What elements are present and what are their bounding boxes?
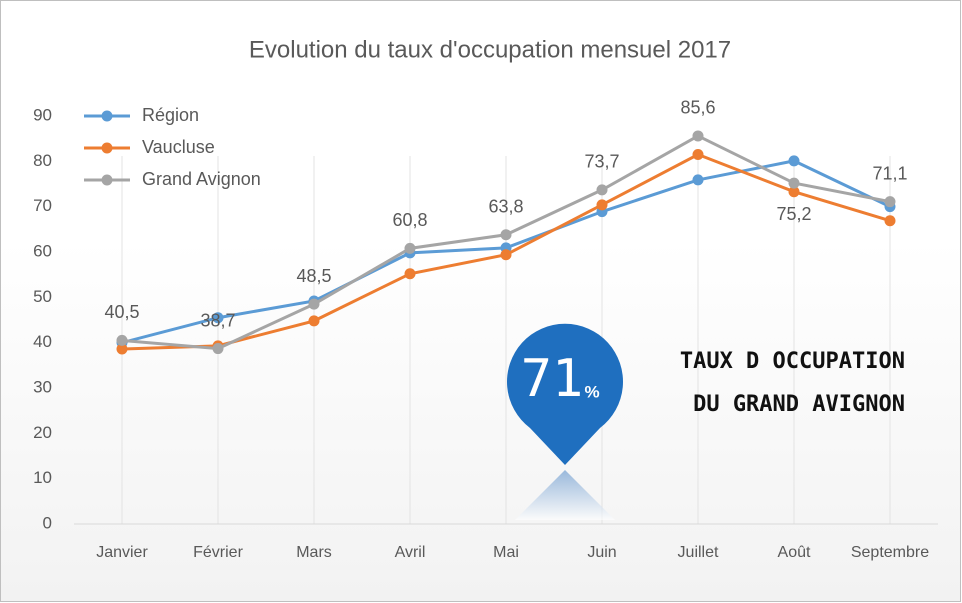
legend-label: Vaucluse [142, 137, 215, 157]
annotation-text: TAUX D OCCUPATION [680, 349, 905, 374]
legend-marker [101, 110, 113, 122]
y-tick-label: 40 [33, 332, 52, 351]
x-tick-label: Juillet [678, 544, 719, 561]
data-point [212, 343, 224, 355]
x-tick-label: Septembre [851, 544, 929, 561]
data-point [116, 343, 128, 355]
x-tick-label: Juin [587, 544, 616, 561]
x-tick-label: Août [778, 544, 811, 561]
annotation-bubble: 71 % [506, 323, 623, 520]
data-label: 60,8 [392, 210, 427, 230]
data-label: 85,6 [680, 98, 715, 118]
data-point [404, 268, 416, 280]
data-label: 63,8 [488, 197, 523, 217]
data-point [308, 315, 320, 327]
y-tick-label: 20 [33, 423, 52, 442]
x-tick-label: Janvier [96, 544, 148, 561]
data-label: 73,7 [584, 152, 619, 172]
y-tick-label: 30 [33, 377, 52, 396]
data-point [788, 186, 800, 198]
y-tick-label: 50 [33, 287, 52, 306]
y-tick-label: 70 [33, 196, 52, 215]
x-tick-label: Mai [493, 544, 519, 561]
data-point [596, 184, 608, 196]
data-label: 40,5 [104, 302, 139, 322]
chart-title: Evolution du taux d'occupation mensuel 2… [249, 36, 731, 63]
data-point [788, 155, 800, 167]
data-point [692, 149, 704, 161]
legend-label: Région [142, 105, 199, 125]
y-tick-label: 60 [33, 241, 52, 260]
data-label: 38,7 [200, 310, 235, 330]
x-tick-label: Février [193, 544, 243, 561]
y-tick-label: 80 [33, 151, 52, 170]
legend-marker [101, 142, 113, 154]
annotation-value: 71 [521, 349, 584, 409]
data-point [692, 130, 704, 142]
data-label: 48,5 [296, 266, 331, 286]
bubble-shape [506, 323, 623, 465]
data-point [500, 249, 512, 261]
data-point [596, 199, 608, 211]
data-point [692, 174, 704, 186]
y-tick-label: 10 [33, 468, 52, 487]
data-point [404, 242, 416, 254]
data-point [884, 215, 896, 227]
data-point [884, 196, 896, 208]
y-tick-label: 90 [33, 105, 52, 124]
annotation-text: DU GRAND AVIGNON [693, 392, 905, 417]
data-label: 75,2 [776, 204, 811, 224]
data-label: 71,1 [872, 163, 907, 183]
data-point [308, 298, 320, 310]
data-point [212, 312, 224, 324]
data-point [500, 229, 512, 241]
x-tick-label: Avril [395, 544, 426, 561]
data-point [788, 177, 800, 189]
annotation-unit: % [584, 382, 599, 401]
legend-label: Grand Avignon [142, 169, 261, 189]
y-tick-label: 0 [43, 513, 52, 532]
legend-marker [101, 174, 113, 186]
x-tick-label: Mars [296, 544, 332, 561]
bubble-shadow [515, 470, 615, 520]
data-point [116, 334, 128, 346]
